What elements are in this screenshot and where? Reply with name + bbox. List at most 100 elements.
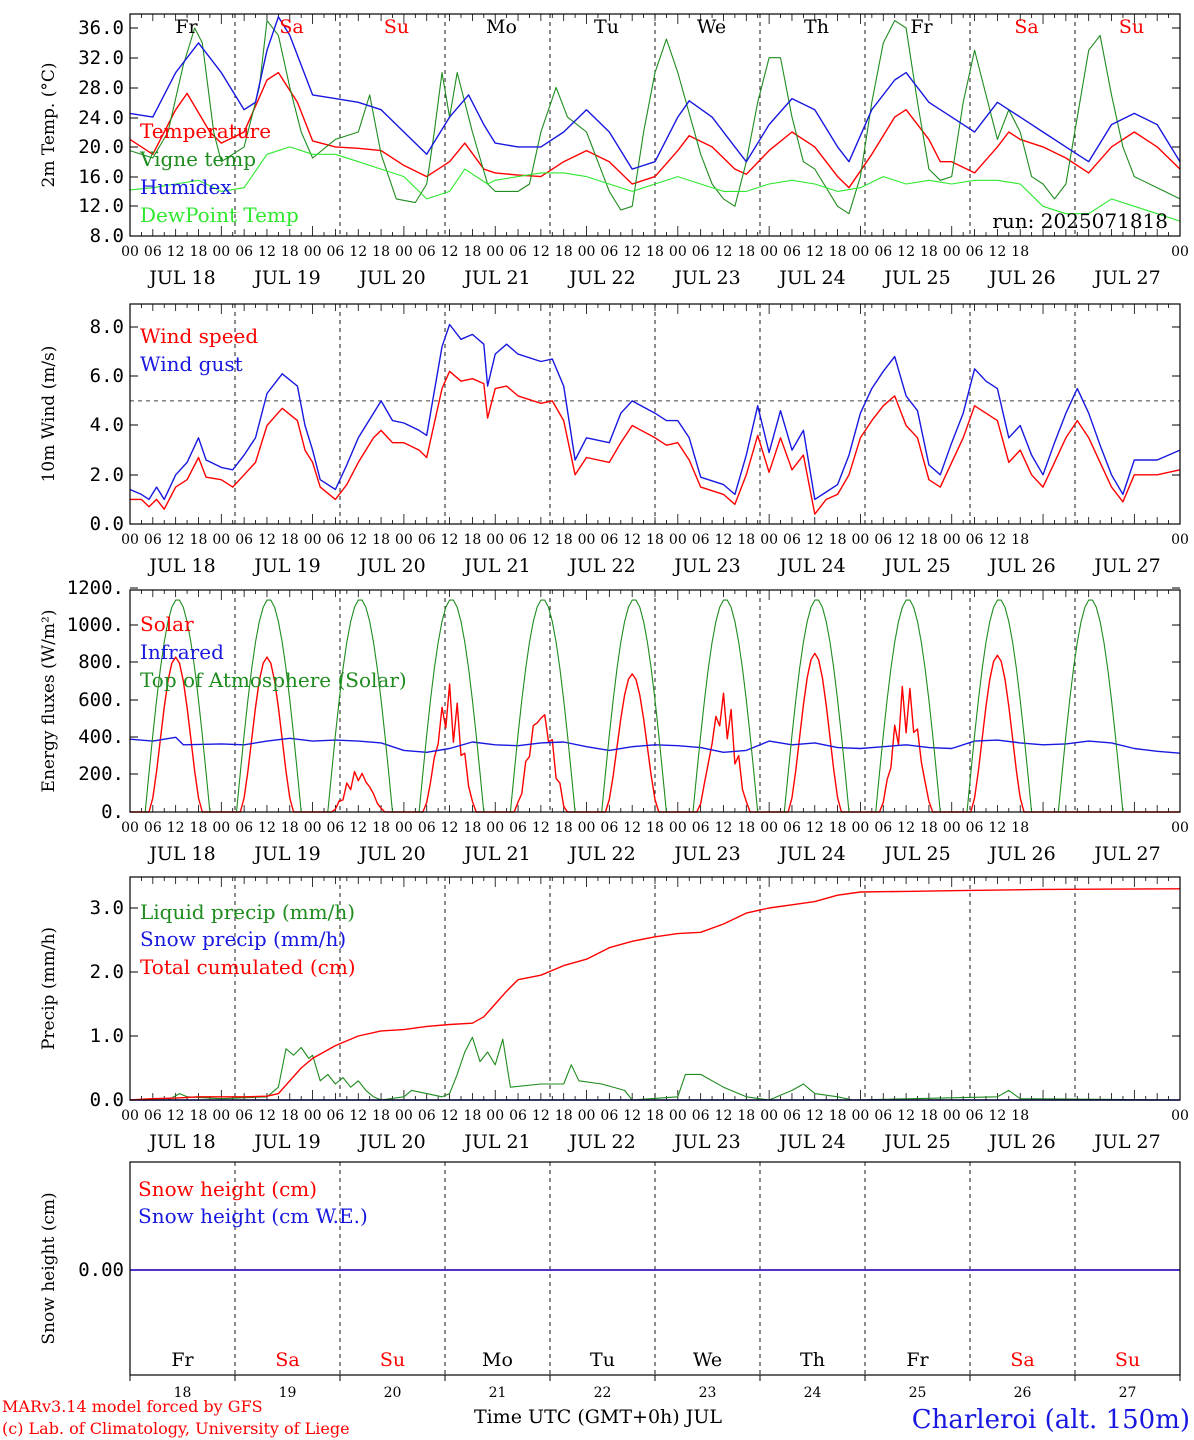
date-label: JUL 19: [252, 267, 320, 289]
legend-entry: Vigne temp: [139, 147, 256, 171]
panel-energy: 0. 200. 400. 600. 800. 1000. 1200. Energy fluxe…: [39, 577, 1189, 865]
day-number-label: 20: [384, 1385, 402, 1401]
hour-label: 12: [897, 820, 915, 836]
hour-label: 06: [966, 532, 984, 548]
y-tick-label: 2.0: [90, 464, 124, 486]
y-tick-label: 28.0: [78, 77, 124, 99]
date-label: JUL 21: [462, 267, 530, 289]
hour-label: 00: [1171, 532, 1189, 548]
hour-label: 12: [441, 1108, 459, 1124]
weekday-label: Th: [800, 1349, 825, 1371]
plot-frame: [129, 13, 1181, 237]
hour-label: 12: [532, 820, 550, 836]
y-tick-label: 8.0: [90, 316, 124, 338]
hour-label: 00: [121, 532, 139, 548]
hour-label: 00: [669, 244, 687, 260]
hour-label: 18: [555, 1108, 573, 1124]
hour-label: 18: [372, 1108, 390, 1124]
y-tick-label: 16.0: [78, 166, 124, 188]
weekday-label: Tu: [594, 16, 619, 38]
legend-entry: Wind speed: [140, 324, 258, 348]
day-number-label: 24: [804, 1385, 822, 1401]
date-label: JUL 20: [357, 267, 425, 289]
hour-label: 00: [486, 820, 504, 836]
hour-label: 06: [692, 1108, 710, 1124]
hour-label: 12: [258, 244, 276, 260]
date-label: JUL 20: [357, 555, 425, 577]
hour-label: 18: [281, 244, 299, 260]
hour-label: 06: [144, 820, 162, 836]
date-label: JUL 18: [147, 843, 215, 865]
hour-label: 00: [852, 820, 870, 836]
day-number-label: 19: [279, 1385, 297, 1401]
hour-label: 18: [646, 244, 664, 260]
y-tick-label: 4.0: [90, 414, 124, 436]
hour-label: 18: [829, 532, 847, 548]
hour-label: 12: [349, 820, 367, 836]
hour-label: 06: [327, 1108, 345, 1124]
hour-label: 18: [646, 532, 664, 548]
hour-label: 18: [829, 1108, 847, 1124]
hour-label: 18: [646, 820, 664, 836]
series-line-temperature: [129, 71, 1181, 189]
weekday-label: We: [693, 1349, 722, 1371]
hour-label: 12: [806, 532, 824, 548]
day-number-label: 22: [594, 1385, 612, 1401]
date-label: JUL 23: [672, 267, 740, 289]
plot-frame: [129, 876, 1181, 1101]
weekday-label: Th: [804, 16, 829, 38]
y-tick-label: 1200.: [67, 577, 124, 599]
hour-label: 12: [806, 244, 824, 260]
hour-label: 00: [395, 820, 413, 836]
hour-label: 18: [372, 532, 390, 548]
day-number-label: 26: [1014, 1385, 1032, 1401]
hour-label: 18: [829, 244, 847, 260]
weekday-label: Sa: [275, 1349, 299, 1371]
hour-label: 06: [966, 1108, 984, 1124]
hour-label: 12: [623, 244, 641, 260]
hour-label: 06: [327, 244, 345, 260]
hour-label: 00: [121, 1108, 139, 1124]
panel-wind: 0.0 2.0 4.0 6.0 8.0 10m Wind (m/s) Wind speed W…: [39, 303, 1189, 577]
hour-label: 06: [418, 244, 436, 260]
hour-label: 06: [144, 1108, 162, 1124]
hour-label: 06: [874, 1108, 892, 1124]
day-number-label: 23: [699, 1385, 717, 1401]
hour-label: 18: [1011, 532, 1029, 548]
hour-label: 12: [988, 820, 1006, 836]
hour-label: 18: [190, 1108, 208, 1124]
hour-label: 12: [988, 244, 1006, 260]
hour-label: 00: [578, 532, 596, 548]
legend-entry: Total cumulated (cm): [140, 955, 356, 979]
legend-entry: Liquid precip (mm/h): [140, 900, 355, 924]
y-tick-label: 32.0: [78, 47, 124, 69]
hour-label: 06: [327, 820, 345, 836]
hour-label: 12: [988, 1108, 1006, 1124]
hour-label: 18: [737, 1108, 755, 1124]
date-label: JUL 21: [462, 1131, 530, 1153]
hour-label: 12: [806, 820, 824, 836]
hour-label: 00: [486, 1108, 504, 1124]
date-label: JUL 19: [252, 843, 320, 865]
legend-entry: Snow height (cm W.E.): [138, 1204, 368, 1228]
date-label: JUL 22: [567, 1131, 635, 1153]
day-number-label: 21: [489, 1385, 507, 1401]
hour-label: 06: [600, 244, 618, 260]
hour-label: 00: [304, 820, 322, 836]
y-tick-label: 1000.: [67, 614, 124, 636]
hour-label: 00: [1171, 820, 1189, 836]
hour-label: 00: [669, 532, 687, 548]
y-tick-label: 8.0: [90, 225, 124, 247]
hour-label: 06: [600, 820, 618, 836]
hour-label: 00: [304, 1108, 322, 1124]
series-line-wind-speed: [130, 370, 1181, 515]
y-tick-label: 1.0: [90, 1025, 124, 1047]
hour-label: 06: [874, 820, 892, 836]
hour-label: 00: [760, 244, 778, 260]
date-label: JUL 25: [882, 1131, 950, 1153]
hour-label: 06: [418, 1108, 436, 1124]
hour-label: 12: [258, 820, 276, 836]
hour-label: 06: [144, 532, 162, 548]
weekday-label: Tu: [590, 1349, 615, 1371]
date-label: JUL 22: [567, 843, 635, 865]
